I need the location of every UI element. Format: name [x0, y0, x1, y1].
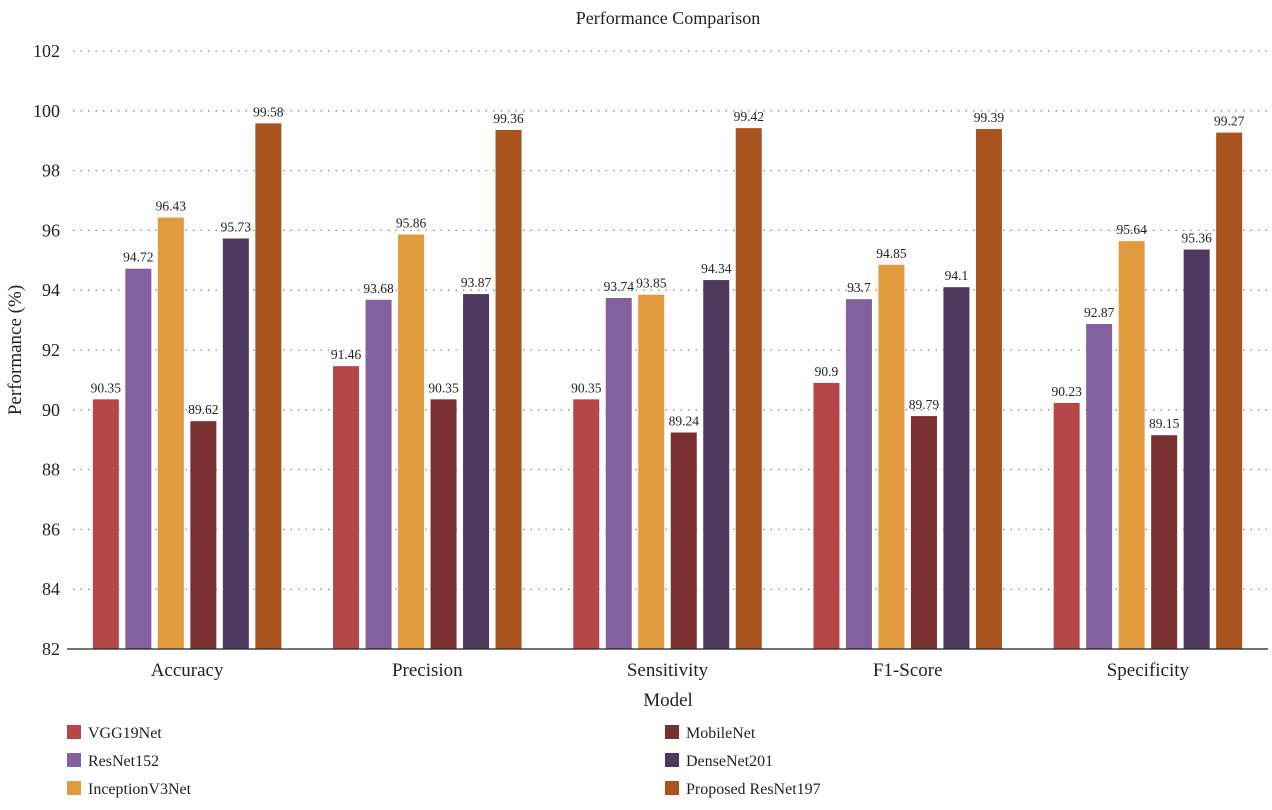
y-tick-label: 94 [42, 280, 60, 300]
data-label: 99.36 [493, 111, 524, 126]
bar [1151, 435, 1178, 649]
data-label: 90.35 [428, 380, 459, 395]
data-label: 99.58 [253, 104, 284, 119]
legend-swatch [665, 753, 679, 767]
data-label: 92.87 [1084, 305, 1115, 320]
bar [463, 294, 490, 649]
legend-label: DenseNet201 [686, 753, 773, 770]
data-label: 96.43 [156, 199, 187, 214]
bar [92, 399, 119, 649]
bar [878, 264, 905, 649]
legend-label: ResNet152 [88, 753, 159, 770]
bar [573, 399, 600, 649]
y-tick-label: 84 [42, 579, 60, 599]
data-label: 95.86 [396, 216, 427, 231]
x-tick-label: Accuracy [151, 660, 224, 681]
data-label: 89.15 [1149, 416, 1180, 431]
x-tick-label: Precision [392, 660, 463, 681]
x-axis-label: Model [643, 690, 693, 711]
data-label: 93.7 [847, 280, 871, 295]
data-label: 90.9 [815, 364, 839, 379]
legend-swatch [665, 725, 679, 739]
bar [157, 217, 184, 649]
data-label: 90.23 [1051, 384, 1082, 399]
data-label: 94.34 [701, 261, 732, 276]
bar [125, 268, 152, 649]
data-label: 93.87 [461, 275, 492, 290]
data-label: 89.79 [909, 397, 940, 412]
y-tick-label: 90 [42, 400, 60, 420]
y-tick-label: 98 [42, 161, 60, 181]
legend-swatch [665, 781, 679, 795]
data-label: 94.1 [945, 268, 969, 283]
bar [670, 432, 697, 649]
y-tick-label: 88 [42, 460, 60, 480]
bar [333, 366, 360, 649]
y-tick-label: 100 [33, 101, 60, 121]
bar [910, 416, 937, 649]
legend-label: MobileNet [686, 725, 756, 742]
bar [222, 238, 249, 649]
bar [495, 129, 522, 649]
data-label: 89.62 [188, 402, 218, 417]
legend-label: Proposed ResNet197 [686, 781, 821, 798]
bar [605, 297, 632, 649]
data-labels: 90.35 94.72 96.43 89.62 95.73 99.58 91.46 93.68… [91, 104, 1245, 431]
x-tick-label: F1-Score [873, 660, 943, 681]
data-label: 93.74 [604, 279, 635, 294]
legend-swatch [67, 725, 81, 739]
bar [365, 299, 392, 649]
data-label: 95.73 [221, 219, 252, 234]
data-label: 99.39 [974, 110, 1005, 125]
bar [1216, 132, 1243, 649]
bar [845, 299, 872, 649]
y-tick-label: 102 [33, 41, 60, 61]
bar [943, 287, 970, 649]
data-label: 99.27 [1214, 114, 1245, 129]
bar [703, 280, 730, 649]
data-label: 94.85 [876, 246, 907, 261]
data-label: 95.64 [1116, 222, 1147, 237]
bar [813, 382, 840, 649]
data-label: 91.46 [331, 347, 362, 362]
x-axis-ticks: Accuracy Precision Sensitivity F1-Score Spec… [151, 660, 1190, 681]
legend-label: InceptionV3Net [88, 781, 192, 798]
chart-title: Performance Comparison [576, 8, 760, 28]
x-tick-label: Specificity [1107, 660, 1190, 681]
bar [255, 123, 282, 649]
bars [92, 123, 1243, 650]
bar [638, 294, 665, 649]
data-label: 95.36 [1181, 231, 1212, 246]
x-tick-label: Sensitivity [627, 660, 709, 681]
data-label: 93.68 [363, 281, 394, 296]
bar [975, 129, 1002, 649]
y-axis-label: Performance (%) [5, 285, 26, 415]
data-label: 89.24 [669, 414, 700, 429]
y-tick-label: 86 [42, 519, 60, 539]
bar [735, 128, 762, 650]
bar [398, 234, 425, 649]
y-tick-label: 82 [42, 639, 60, 659]
legend-swatch [67, 781, 81, 795]
data-label: 94.72 [123, 250, 153, 265]
bar [1183, 249, 1210, 649]
legend-label: VGG19Net [88, 725, 162, 742]
y-axis-ticks: 82 84 86 88 90 92 94 96 98 100 102 [33, 41, 60, 659]
y-tick-label: 92 [42, 340, 60, 360]
data-label: 99.42 [734, 109, 764, 124]
bar [1053, 402, 1080, 649]
legend-swatch [67, 753, 81, 767]
data-label: 90.35 [91, 380, 122, 395]
bar [190, 421, 217, 649]
bar [1086, 323, 1113, 649]
data-label: 90.35 [571, 380, 602, 395]
data-label: 93.85 [636, 276, 667, 291]
bar [430, 399, 457, 649]
bar [1118, 241, 1145, 649]
legend: VGG19Net ResNet152 InceptionV3Net MobileNet… [67, 725, 821, 798]
y-tick-label: 96 [42, 220, 60, 240]
